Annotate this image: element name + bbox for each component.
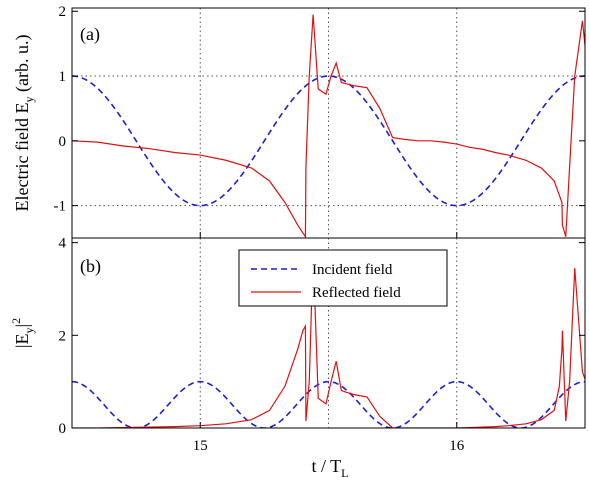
y-tick-label-3: 2 [59,4,67,20]
y-axis-label-b: |Ey|2 [9,318,36,348]
x-axis-label-main: t / T [311,456,341,476]
x-ticks-b: 15 16 [193,422,465,454]
incident-field-line-a [72,75,585,207]
y-axis-label-a-main: Electric field E [12,103,32,212]
y-tick-label-1: 0 [59,134,67,150]
x-tick-label-1: 16 [449,438,465,454]
y-tick-label-0: 0 [59,421,67,437]
y-axis-label-b-tail: | [12,324,32,328]
panel-label-a: (a) [80,24,100,45]
grid-a [72,8,585,238]
y-axis-label-b-main: |E [12,334,32,349]
panel-label-b: (b) [80,256,101,277]
y-ticks-a: -1 0 1 2 [54,4,585,215]
x-tick-label-0: 15 [193,438,208,454]
y-axis-label-b-sup: 2 [9,318,23,324]
legend-label-reflected: Reflected field [312,285,401,301]
y-axis-label-a-tail: (arb. u.) [12,35,33,97]
y-tick-label-2: 1 [59,69,67,85]
legend: Incident field Reflected field [238,249,448,307]
y-tick-label-0: -1 [54,199,67,215]
reflected-field-line-a [72,14,585,238]
reflected-field-line-b [72,251,585,428]
panel-b: 024 15 16 (b) Incident field Reflected fi… [59,236,585,454]
legend-box [238,249,448,307]
y-axis-label-a-sub: y [22,97,36,103]
x-axis-label: t / TL [311,456,348,480]
plot-frame [71,7,586,429]
x-axis-label-sub: L [341,466,348,480]
panel-a: -1 0 1 2 (a) [54,4,585,238]
incident-field-line-b [72,380,585,428]
y-tick-label-2: 4 [59,236,67,252]
y-axis-label-b-sub: y [22,328,36,334]
y-tick-label-1: 2 [59,328,67,344]
y-axis-label-a: Electric field Ey (arb. u.) [12,35,36,212]
legend-label-incident: Incident field [312,262,393,278]
